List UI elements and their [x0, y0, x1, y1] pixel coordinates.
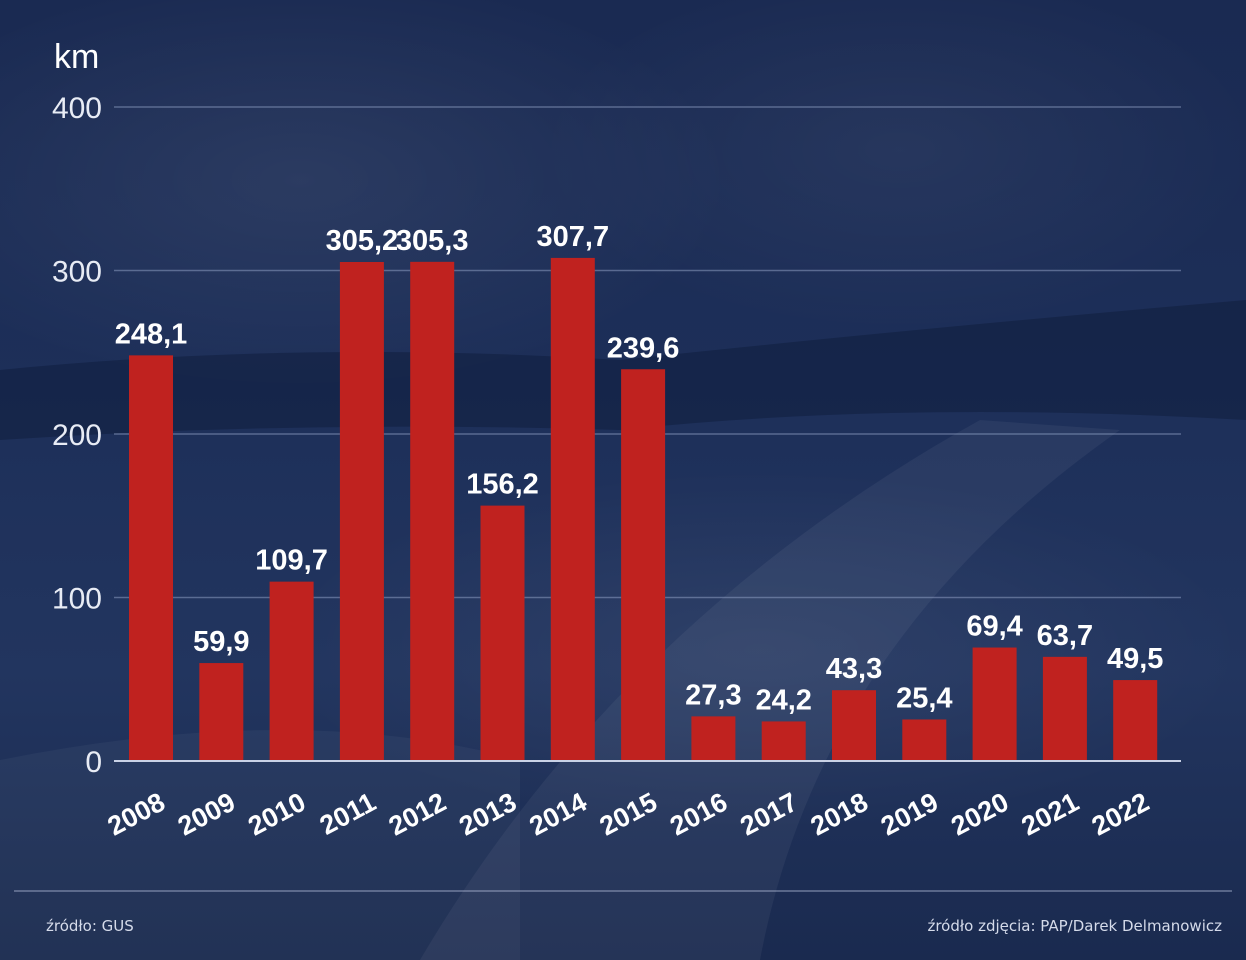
x-tick-label-2011: 2011 [315, 787, 381, 841]
x-tick-label-2022: 2022 [1087, 787, 1154, 842]
value-label-2016: 27,3 [685, 679, 741, 711]
x-tick-label-2012: 2012 [384, 787, 451, 842]
y-tick-label: 100 [52, 583, 102, 616]
bar-2021 [1042, 656, 1087, 761]
bar-2010 [269, 581, 314, 761]
bar-2015 [621, 369, 666, 761]
y-tick-label: 200 [52, 419, 102, 452]
y-tick-label: 400 [52, 92, 102, 125]
x-axis-ticks: 2008 2009 2010 2011 2012 2013 2014 2015 2016 2017… [103, 787, 1154, 842]
y-tick-label: 0 [85, 746, 102, 779]
value-label-2010: 109,7 [255, 545, 328, 577]
bar-2014 [550, 257, 595, 761]
x-tick-label-2020: 2020 [946, 787, 1013, 842]
bar-2018 [832, 690, 876, 761]
x-tick-label-2014: 2014 [524, 787, 591, 842]
value-label-2018: 43,3 [826, 653, 882, 685]
value-label-2015: 239,6 [607, 332, 680, 364]
value-label-2022: 49,5 [1107, 643, 1163, 675]
bar-2012 [410, 261, 455, 761]
value-label-2008: 248,1 [115, 318, 188, 350]
photo-credit: źródło zdjęcia: PAP/Darek Delmanowicz [927, 917, 1222, 935]
bar-2013 [480, 505, 525, 761]
value-label-2021: 63,7 [1037, 620, 1093, 652]
value-label-2009: 59,9 [193, 626, 249, 658]
x-tick-label-2013: 2013 [454, 787, 521, 842]
x-tick-label-2009: 2009 [173, 787, 240, 842]
x-tick-label-2016: 2016 [665, 787, 732, 842]
value-label-2012: 305,3 [396, 225, 469, 257]
bar-2019 [902, 719, 947, 761]
bar-2016 [691, 716, 736, 761]
bar-2017 [761, 721, 806, 761]
bar-2011 [339, 261, 384, 761]
x-tick-label-2018: 2018 [806, 787, 873, 842]
value-label-2011: 305,2 [326, 225, 399, 257]
x-tick-label-2010: 2010 [243, 787, 310, 842]
value-label-2013: 156,2 [466, 469, 539, 501]
bar-2020 [972, 647, 1017, 761]
bars [129, 257, 1158, 761]
x-tick-label-2008: 2008 [103, 787, 170, 842]
x-tick-label-2015: 2015 [595, 787, 662, 842]
y-axis-ticks: 0 100 200 300 400 [52, 92, 102, 779]
bar-2008 [129, 355, 173, 761]
bar-2009 [199, 663, 244, 761]
footer-divider [14, 890, 1232, 892]
y-tick-label: 300 [52, 256, 102, 289]
x-tick-label-2019: 2019 [876, 787, 943, 842]
value-label-2017: 24,2 [755, 684, 811, 716]
x-tick-label-2017: 2017 [735, 787, 802, 842]
source-note: źródło: GUS [46, 917, 134, 935]
x-tick-label-2021: 2021 [1017, 787, 1084, 842]
bar-2022 [1113, 680, 1158, 761]
y-axis-unit-label: km [54, 38, 99, 76]
value-label-2020: 69,4 [966, 611, 1022, 643]
value-label-2014: 307,7 [537, 221, 610, 253]
value-label-2019: 25,4 [896, 682, 952, 714]
